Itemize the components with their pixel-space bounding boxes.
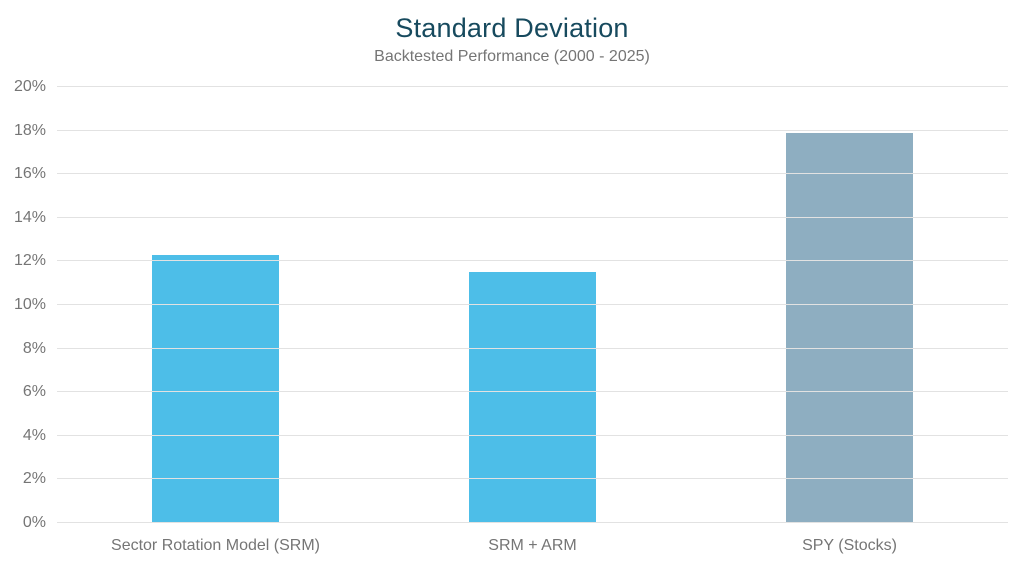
y-tick-label: 12%: [13, 252, 46, 270]
gridline: [57, 391, 1008, 393]
bar-slot: [374, 87, 691, 523]
bar-srm-arm: [469, 272, 596, 523]
chart-subtitle: Backtested Performance (2000 - 2025): [374, 48, 650, 66]
y-tick-label: 0%: [22, 514, 46, 531]
bar-spy-stocks: [786, 132, 913, 523]
y-tick-label: 14%: [13, 208, 46, 226]
y-tick-label: 10%: [13, 296, 46, 313]
gridline: [57, 216, 1008, 218]
gridline: [57, 304, 1008, 305]
x-axis-label: SPY (Stocks): [802, 537, 897, 554]
bar-slot: [57, 87, 374, 523]
y-tick-label: 2%: [22, 470, 46, 488]
gridline: [57, 478, 1008, 480]
gridline: [57, 522, 1008, 523]
gridline: [57, 434, 1008, 436]
gridline: [57, 86, 1008, 87]
gridline: [57, 347, 1008, 349]
plot-area: [57, 86, 1008, 523]
y-tick-label: 6%: [22, 383, 46, 401]
gridline: [57, 173, 1008, 175]
y-tick-label: 4%: [22, 426, 46, 444]
y-tick-label: 20%: [13, 78, 46, 95]
bar-slot: [691, 87, 1008, 523]
x-axis-labels: Sector Rotation Model (SRM) SRM + ARM SPY …: [57, 537, 1008, 555]
y-tick-label: 16%: [13, 165, 46, 183]
x-axis-label: Sector Rotation Model (SRM): [111, 537, 320, 554]
y-tick-label: 18%: [13, 121, 46, 139]
gridline: [57, 260, 1008, 262]
bar-series: [57, 87, 1008, 523]
bar-sector-rotation-model-srm: [152, 254, 279, 523]
y-axis: 0% 2% 4% 6% 8% 10% 12% 14% 16% 18% 20%: [0, 79, 46, 531]
y-tick-label: 8%: [22, 339, 46, 357]
chart-title: Standard Deviation: [395, 13, 629, 43]
chart-header: Standard Deviation Backtested Performanc…: [0, 12, 1024, 66]
x-axis-label: SRM + ARM: [488, 537, 577, 554]
gridline: [57, 129, 1008, 131]
